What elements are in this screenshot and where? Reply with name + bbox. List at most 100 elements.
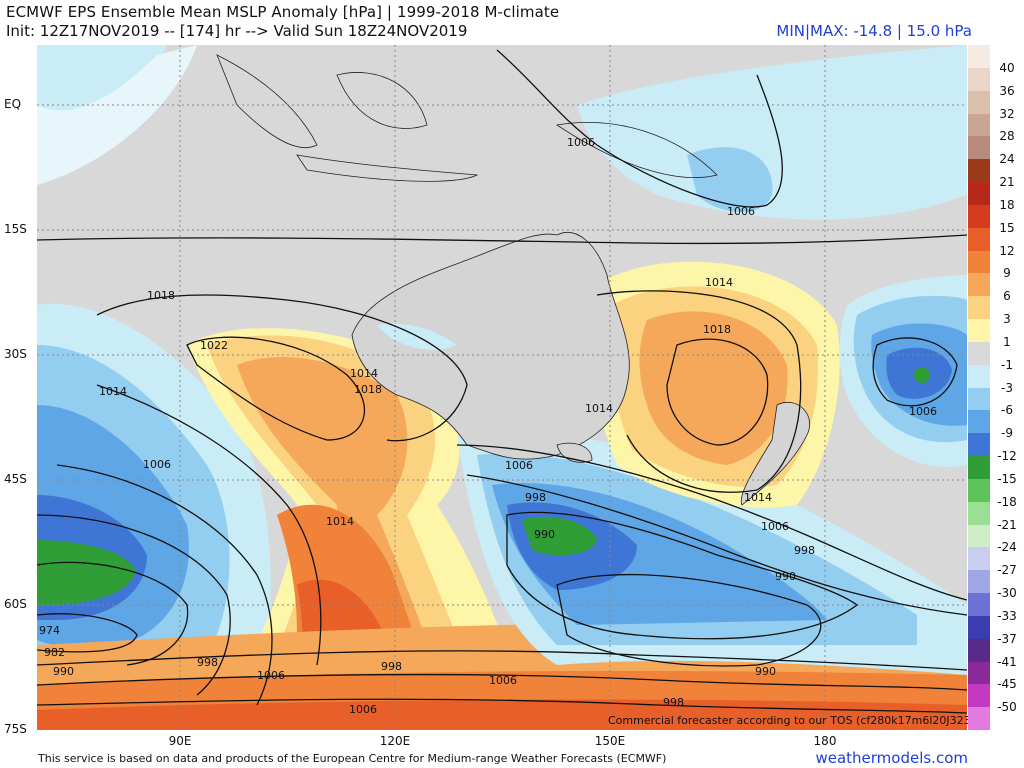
- contour-label: 1006: [489, 674, 517, 687]
- isobar-998-west: [37, 514, 231, 696]
- colorbar-swatch: [968, 570, 990, 594]
- colorbar-label: 36: [999, 83, 1015, 98]
- contour-label: 1018: [703, 323, 731, 336]
- colorbar-label: 21: [999, 175, 1015, 189]
- contour-label: 990: [755, 665, 776, 678]
- new-zealand: [740, 402, 810, 506]
- contour-label: 1006: [727, 205, 755, 218]
- lon-label: 150E: [594, 734, 626, 748]
- isobar-1006-east: [872, 337, 958, 407]
- lat-label: 30S: [4, 347, 27, 361]
- high-east-inner: [639, 311, 788, 465]
- colorbar: [968, 45, 990, 731]
- isobar-1014-west: [96, 384, 322, 666]
- isobar-1014-south: [37, 698, 967, 714]
- sumatra-outline: [216, 54, 318, 148]
- contour-label: 1014: [705, 276, 733, 289]
- contour-label: 1014: [350, 367, 378, 380]
- contour-label: 998: [381, 660, 402, 673]
- colorbar-label: 28: [999, 129, 1015, 144]
- contour-label: 990: [53, 665, 74, 678]
- colorbar-label: -30: [997, 586, 1017, 600]
- colorbar-swatch: [968, 501, 990, 525]
- colorbar-swatch: [968, 456, 990, 480]
- contour-label: 1006: [143, 458, 171, 471]
- isobars: [37, 49, 967, 714]
- colorbar-label: -41: [997, 654, 1017, 669]
- colorbar-swatch: [968, 273, 990, 297]
- isobar-1006-south: [37, 673, 967, 691]
- map-title: ECMWF EPS Ensemble Mean MSLP Anomaly [hP…: [6, 3, 560, 21]
- lat-label: 60S: [4, 597, 27, 611]
- colorbar-label: -37: [997, 631, 1017, 646]
- contour-label: 1006: [909, 405, 937, 418]
- lat-label: EQ: [4, 97, 22, 111]
- contour-label: 1022: [200, 339, 228, 352]
- isobar-990-south: [556, 573, 822, 667]
- colorbar-swatch: [968, 410, 990, 434]
- colorbar-label: 3: [1003, 312, 1011, 326]
- colorbar-label: -50: [997, 700, 1017, 715]
- isobar-1018-east: [666, 338, 769, 446]
- colorbar-swatch: [968, 182, 990, 206]
- brand-link[interactable]: weathermodels.com: [815, 749, 968, 767]
- colorbar-label: -27: [997, 563, 1017, 578]
- colorbar-swatch: [968, 159, 990, 183]
- lat-label: 75S: [4, 722, 27, 736]
- low-sw-green: [37, 540, 135, 605]
- colorbar-swatch: [968, 204, 990, 229]
- map-init-valid-line: Init: 12Z17NOV2019 -- [174] hr --> Valid…: [6, 22, 468, 40]
- isobar-1014-east: [596, 290, 802, 493]
- colorbar-label: -18: [997, 494, 1017, 509]
- tos-notice: Commercial forecaster according to our T…: [608, 714, 975, 727]
- lon-label: 180: [813, 734, 837, 748]
- low-central-green: [522, 516, 597, 556]
- colorbar-swatch: [968, 250, 990, 274]
- lon-label: 120E: [379, 734, 411, 748]
- colorbar-label: 12: [999, 243, 1015, 258]
- contour-label: 1014: [744, 491, 772, 504]
- colorbar-label: -21: [997, 517, 1017, 532]
- graticule: [37, 45, 967, 730]
- colorbar-label: 1: [1003, 334, 1011, 349]
- colorbar-swatch: [968, 67, 990, 92]
- pale-blue-region-nw: [37, 45, 197, 185]
- footer-credit: This service is based on data and produc…: [38, 752, 667, 765]
- isobar-1006-west: [56, 464, 273, 706]
- lat-label: 15S: [4, 222, 27, 236]
- contour-labels: 1006 1006 1018 1014 1022 1014 1018 1014 …: [39, 136, 937, 716]
- colorbar-label: 18: [999, 197, 1015, 212]
- colorbar-swatch: [968, 341, 990, 366]
- contour-label: 1018: [354, 383, 382, 396]
- colorbar-swatch: [968, 524, 990, 548]
- isobar-1006-central: [456, 444, 967, 601]
- isobar-982-west: [37, 613, 138, 653]
- contour-label: 990: [775, 570, 796, 583]
- contour-label: 998: [663, 696, 684, 709]
- colorbar-swatch: [968, 707, 990, 731]
- contour-label: 1006: [257, 669, 285, 682]
- colorbar-label: 24: [999, 152, 1015, 167]
- colorbar-swatch: [968, 684, 990, 708]
- isobar-1006-north: [37, 234, 967, 245]
- colorbar-swatch: [968, 113, 990, 137]
- contour-label: 1014: [326, 515, 354, 528]
- colorbar-label: 40: [999, 60, 1015, 75]
- colorbar-swatch: [968, 478, 990, 503]
- colorbar-swatch: [968, 433, 990, 457]
- contour-label: 1014: [585, 402, 613, 415]
- contour-label: 1018: [147, 289, 175, 302]
- colorbar-label: -24: [997, 540, 1017, 555]
- colorbar-swatch: [968, 90, 990, 114]
- colorbar-label: -33: [997, 608, 1017, 623]
- anomaly-map: 1006 1006 1018 1014 1022 1014 1018 1014 …: [37, 45, 967, 730]
- contour-label: 990: [534, 528, 555, 541]
- contour-label: 1006: [349, 703, 377, 716]
- colorbar-swatch: [968, 227, 990, 251]
- isobar-990-west: [37, 561, 189, 666]
- colorbar-label: 15: [999, 220, 1015, 235]
- isobar-1006-ne: [496, 49, 783, 208]
- colorbar-swatch: [968, 364, 990, 388]
- colorbar-label: -6: [1001, 403, 1013, 418]
- colorbar-swatch: [968, 45, 990, 69]
